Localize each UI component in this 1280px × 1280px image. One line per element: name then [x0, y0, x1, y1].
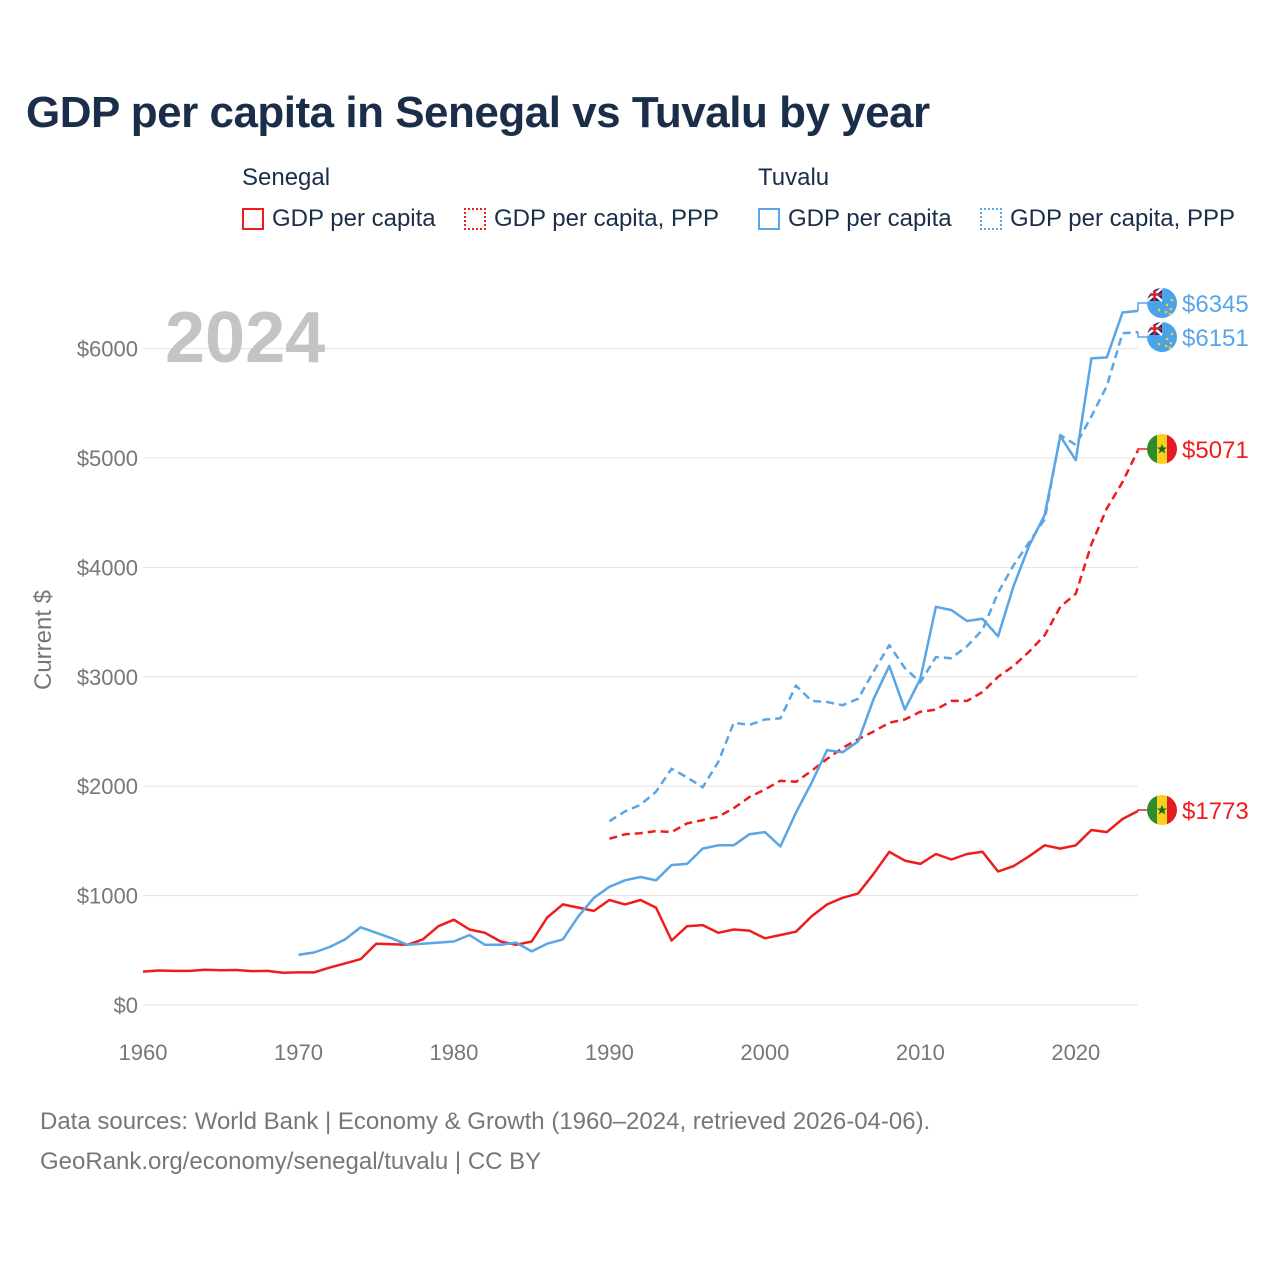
- y-tick-label: $4000: [77, 555, 138, 580]
- legend-label: GDP per capita: [272, 205, 436, 232]
- legend-label: GDP per capita, PPP: [494, 205, 719, 232]
- legend-swatch-dotted: [980, 208, 1002, 230]
- y-axis-title: Current $: [30, 590, 57, 690]
- tuvalu-flag-icon: [1147, 288, 1177, 318]
- end-connector: [1137, 302, 1147, 311]
- x-tick-label: 1990: [585, 1040, 634, 1065]
- series-line-senegal-gdp: [142, 809, 1139, 974]
- legend-label: GDP per capita: [788, 205, 952, 232]
- x-tick-label: 2000: [740, 1040, 789, 1065]
- legend-swatch-solid: [242, 208, 264, 230]
- legend-item-tuvalu-gdp[interactable]: GDP per capita: [758, 205, 952, 233]
- end-connector: [1137, 809, 1147, 812]
- senegal-flag-icon: [1147, 434, 1177, 464]
- series-line-tuvalu-ppp: [608, 330, 1139, 823]
- end-connector: [1137, 448, 1147, 451]
- end-value-label: $1773: [1182, 798, 1249, 825]
- series-line-senegal-ppp: [609, 449, 1140, 840]
- senegal-flag-icon: [1147, 795, 1177, 825]
- footer-credit[interactable]: GeoRank.org/economy/senegal/tuvalu | CC …: [40, 1148, 542, 1175]
- legend-item-senegal-ppp[interactable]: GDP per capita, PPP: [464, 205, 719, 233]
- legend-swatch-dotted: [464, 208, 486, 230]
- legend-swatch-solid: [758, 208, 780, 230]
- legend-label: GDP per capita, PPP: [1010, 205, 1235, 232]
- series-line-tuvalu-gdp: [298, 309, 1139, 956]
- end-value-label: $5071: [1182, 437, 1249, 464]
- y-tick-label: $2000: [77, 774, 138, 799]
- y-tick-label: $5000: [77, 446, 138, 471]
- legend-item-tuvalu-ppp[interactable]: GDP per capita, PPP: [980, 205, 1235, 233]
- y-tick-label: $0: [114, 993, 138, 1018]
- y-tick-label: $6000: [77, 337, 138, 362]
- end-connector: [1137, 332, 1147, 338]
- footer-sources: Data sources: World Bank | Economy & Gro…: [40, 1108, 931, 1135]
- x-tick-label: 2020: [1051, 1040, 1100, 1065]
- year-watermark: 2024: [165, 298, 325, 378]
- x-tick-label: 1960: [119, 1040, 168, 1065]
- legend-item-senegal-gdp[interactable]: GDP per capita: [242, 205, 436, 233]
- legend-country-senegal: Senegal: [242, 164, 331, 191]
- end-value-label: $6151: [1182, 325, 1249, 352]
- chart-title: GDP per capita in Senegal vs Tuvalu by y…: [26, 88, 930, 137]
- legend-country-tuvalu: Tuvalu: [758, 164, 830, 191]
- end-value-label: $6345: [1182, 291, 1249, 318]
- y-tick-label: $3000: [77, 665, 138, 690]
- x-tick-label: 2010: [896, 1040, 945, 1065]
- tuvalu-flag-icon: [1147, 322, 1177, 352]
- x-tick-label: 1980: [429, 1040, 478, 1065]
- y-tick-label: $1000: [77, 884, 138, 909]
- x-tick-label: 1970: [274, 1040, 323, 1065]
